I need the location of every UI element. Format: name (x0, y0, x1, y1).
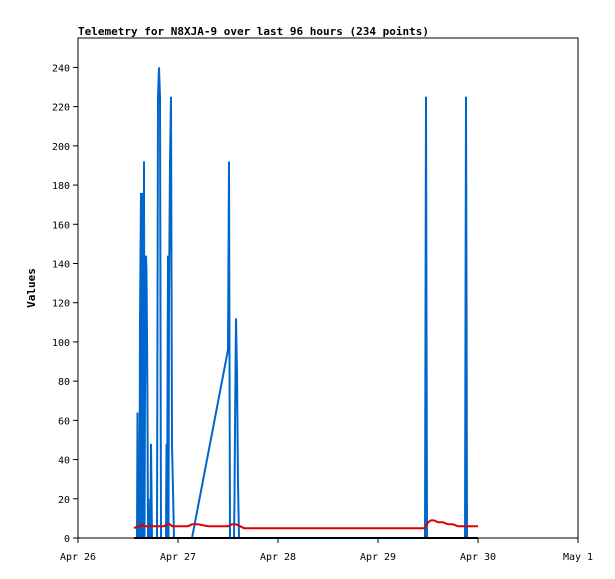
x-tick-label: Apr 27 (160, 552, 196, 563)
plot-frame (77, 37, 579, 539)
y-tick-label: 160 (52, 220, 70, 231)
y-tick-label: 80 (58, 377, 70, 388)
plot-area (133, 67, 478, 539)
x-tick-label: Apr 29 (360, 552, 396, 563)
x-axis: Apr 26 Apr 27 Apr 28 Apr 29 Apr 30 May 1 (60, 538, 593, 563)
x-tick-label: Apr 26 (60, 552, 96, 563)
y-tick-label: 120 (52, 299, 70, 310)
y-tick-label: 220 (52, 103, 70, 114)
y-tick-label: 200 (52, 142, 70, 153)
y-tick-label: 140 (52, 259, 70, 270)
y-axis-label: Values (25, 268, 38, 308)
series-line-1 (134, 67, 469, 539)
x-tick-label: May 1 (563, 552, 593, 563)
y-tick-label: 40 (58, 456, 70, 467)
y-tick-label: 60 (58, 416, 70, 427)
y-tick-label: 100 (52, 338, 70, 349)
y-tick-label: 180 (52, 181, 70, 192)
x-tick-label: Apr 30 (460, 552, 496, 563)
series-line-2 (133, 519, 478, 530)
y-tick-label: 0 (64, 534, 70, 545)
x-tick-label: Apr 28 (260, 552, 296, 563)
y-tick-label: 20 (58, 495, 70, 506)
chart-title: Telemetry for N8XJA-9 over last 96 hours… (78, 25, 429, 38)
y-axis: 0 20 40 60 80 100 120 140 160 180 200 220 240 (52, 63, 78, 545)
y-tick-label: 240 (52, 63, 70, 74)
